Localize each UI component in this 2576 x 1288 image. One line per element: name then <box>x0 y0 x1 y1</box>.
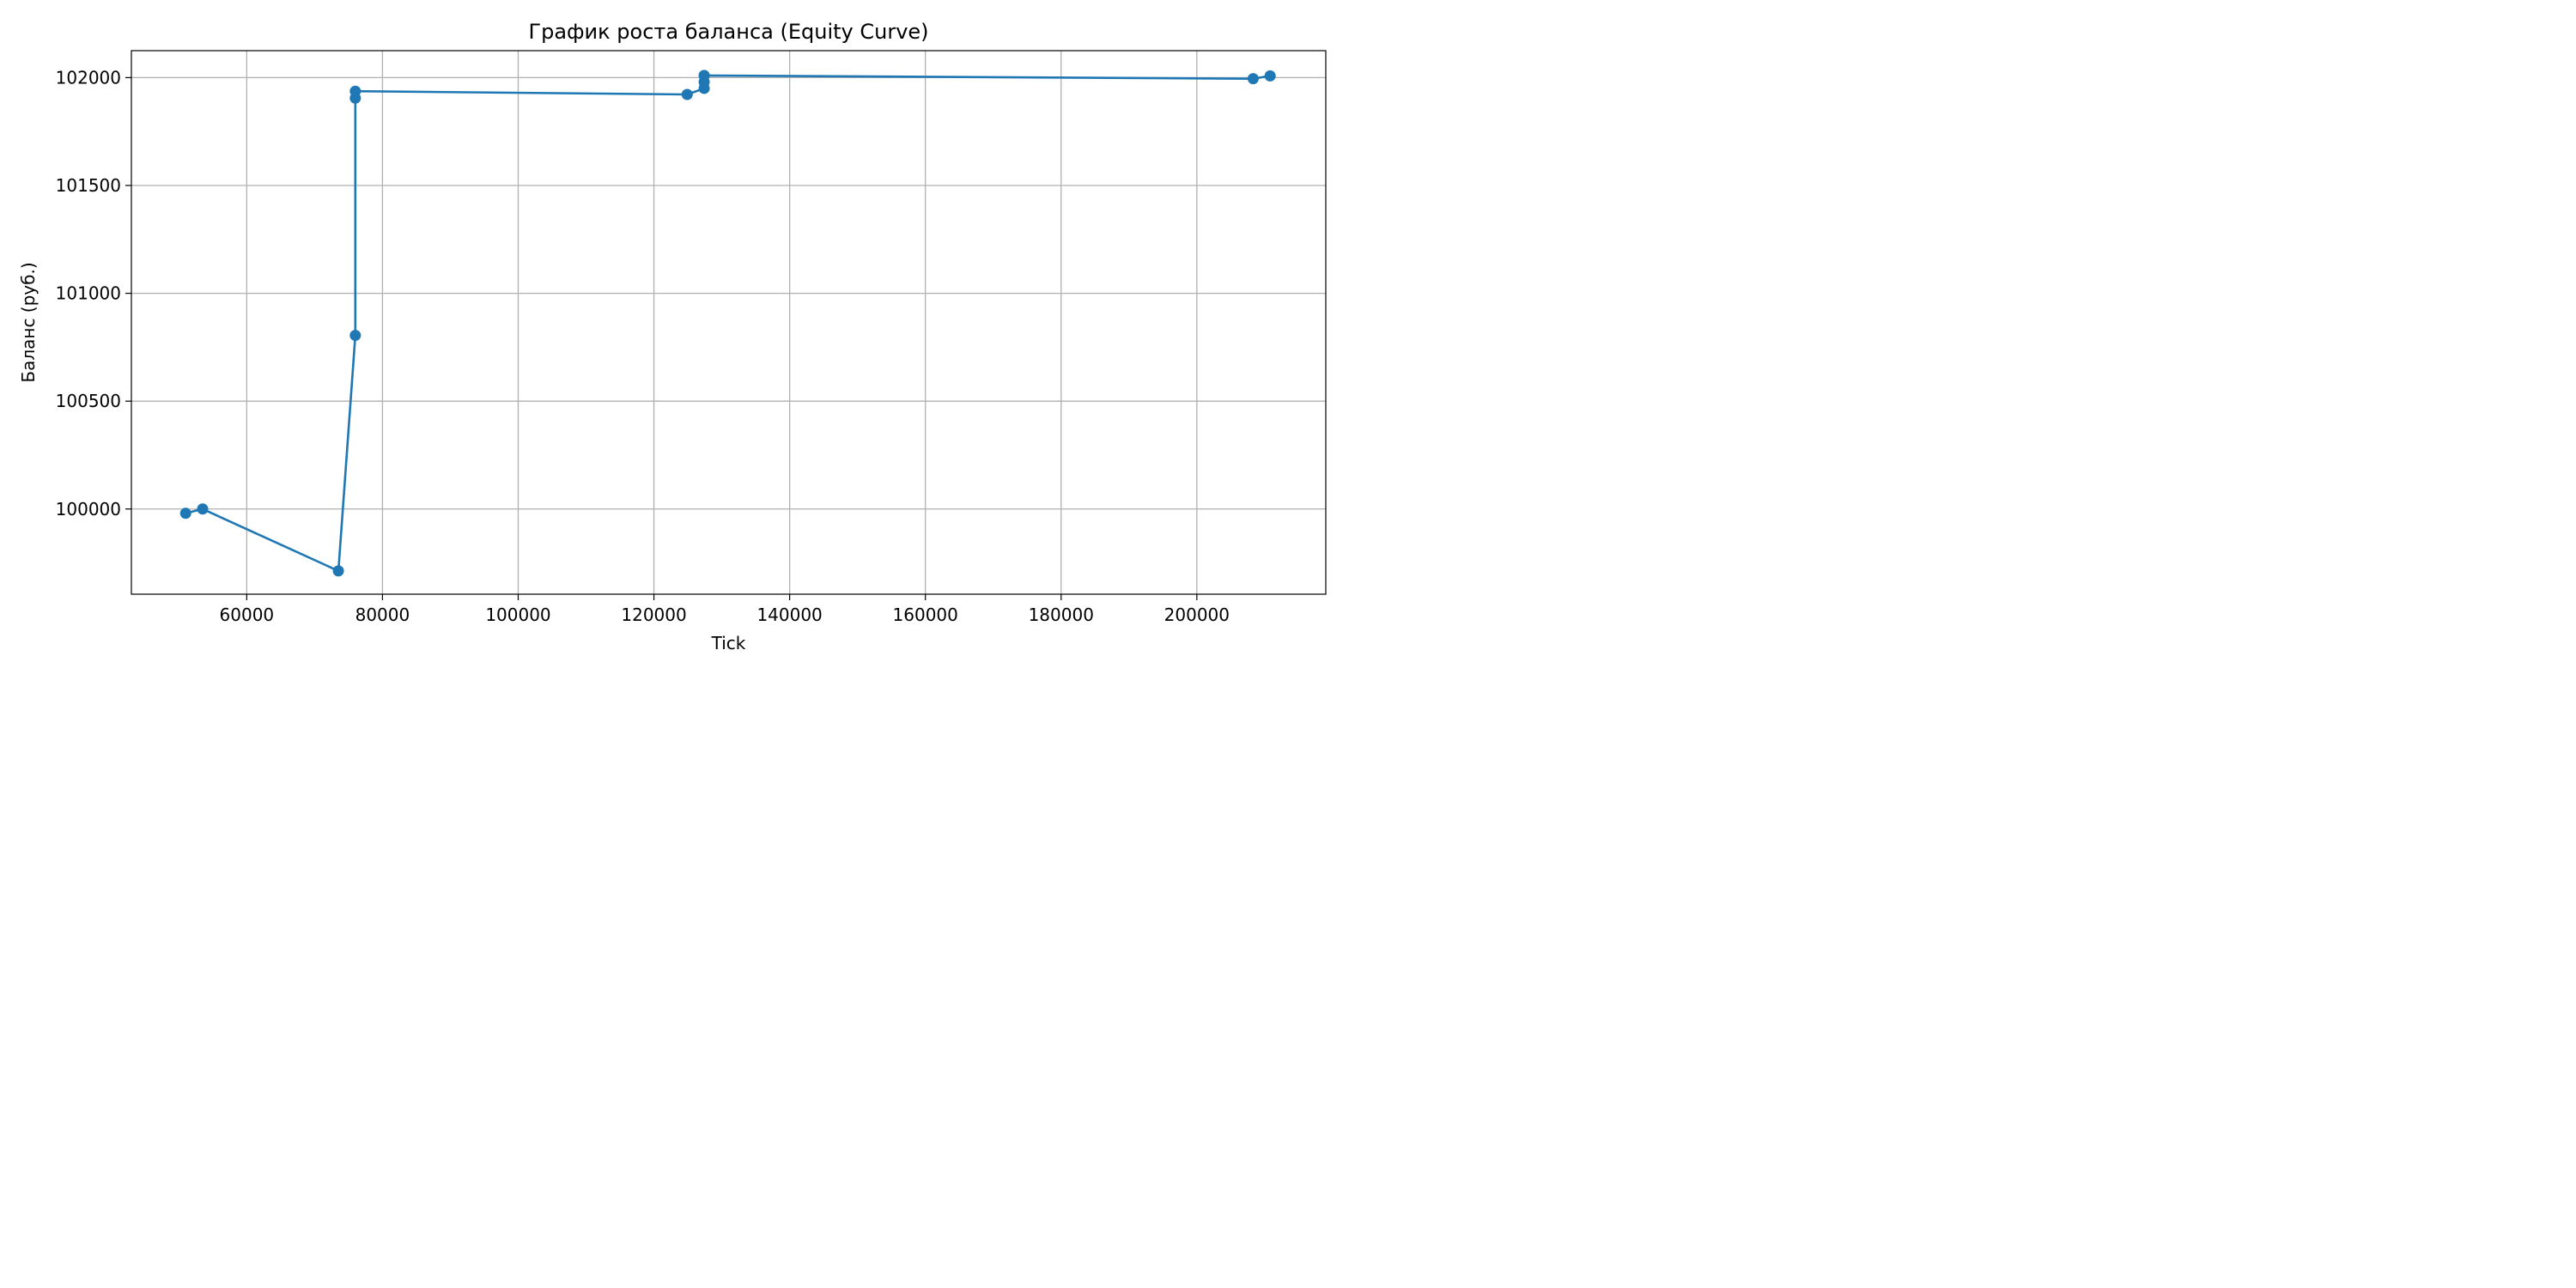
chart-container: 60000 80000 100000 120000 140000 160000 180000… <box>0 0 1346 673</box>
data-point <box>698 70 710 82</box>
y-axis-label: Баланс (руб.) <box>18 262 39 382</box>
data-point <box>197 503 209 515</box>
x-tick-label: 180000 <box>1029 605 1094 625</box>
x-tick-label: 100000 <box>485 605 550 625</box>
data-point <box>681 88 693 100</box>
y-tick-label: 102000 <box>56 67 121 88</box>
data-point <box>1247 73 1259 85</box>
chart-title: График роста баланса (Equity Curve) <box>528 20 928 44</box>
data-point <box>349 85 361 97</box>
x-tick-label: 160000 <box>893 605 958 625</box>
x-axis-label: Tick <box>711 633 746 653</box>
y-tick-label: 100000 <box>56 499 121 519</box>
plot-background <box>131 51 1326 594</box>
x-tick-label: 60000 <box>220 605 275 625</box>
data-point <box>332 565 344 577</box>
y-tick-label: 101000 <box>56 283 121 304</box>
data-point <box>179 507 191 519</box>
plot-frame <box>131 50 1327 595</box>
y-tick-label: 101500 <box>56 175 121 196</box>
x-tick-label: 80000 <box>355 605 410 625</box>
chart-svg: 60000 80000 100000 120000 140000 160000 180000… <box>18 20 1327 653</box>
y-tick-label: 100500 <box>56 391 121 411</box>
x-tick-label: 120000 <box>621 605 686 625</box>
axis-ticks: 60000 80000 100000 120000 140000 160000 180000… <box>56 67 1230 625</box>
data-point <box>1264 70 1276 82</box>
series-line <box>185 74 1271 573</box>
data-point <box>349 330 361 342</box>
series-layer <box>179 70 1276 577</box>
x-tick-label: 200000 <box>1164 605 1230 625</box>
x-tick-label: 140000 <box>756 605 822 625</box>
